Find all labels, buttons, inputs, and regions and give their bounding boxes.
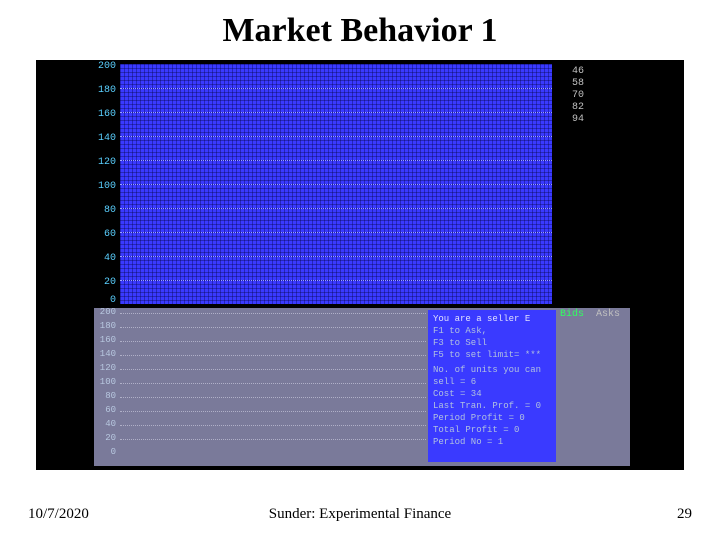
info-line: F5 to set limit= *** (433, 349, 551, 361)
readout-value: 46 (556, 66, 584, 78)
readout-value: 94 (556, 114, 584, 126)
lower-ytick: 0 (96, 448, 116, 457)
upper-ytick: 200 (96, 62, 116, 72)
info-line: Total Profit = 0 (433, 424, 551, 436)
upper-gridline (120, 208, 552, 210)
info-role: You are a seller E (433, 313, 551, 325)
lower-ytick: 20 (96, 434, 116, 443)
lower-ytick: 100 (96, 378, 116, 387)
info-line: No. of units you can (433, 364, 551, 376)
bids-label: Bids (560, 310, 584, 320)
slide-title: Market Behavior 1 (0, 12, 720, 50)
upper-gridline (120, 280, 552, 282)
lower-gridline (120, 397, 426, 399)
slide: Market Behavior 1 200 180 160 140 120 10… (0, 0, 720, 540)
lower-gridline (120, 369, 426, 371)
upper-gridline (120, 232, 552, 234)
upper-ytick: 0 (96, 296, 116, 306)
info-panel: You are a seller E F1 to Ask, F3 to Sell… (428, 310, 556, 462)
footer-attribution: Sunder: Experimental Finance (0, 506, 720, 523)
lower-ytick: 180 (96, 322, 116, 331)
lower-ytick: 120 (96, 364, 116, 373)
upper-ytick: 180 (96, 86, 116, 96)
upper-ytick: 40 (96, 254, 116, 264)
lower-gridline (120, 411, 426, 413)
upper-ytick: 60 (96, 230, 116, 240)
lower-ytick: 160 (96, 336, 116, 345)
upper-ytick: 140 (96, 134, 116, 144)
footer-page-number: 29 (677, 506, 692, 523)
screenshot-frame: 200 180 160 140 120 100 80 60 40 20 0 (36, 60, 684, 470)
upper-price-chart: 200 180 160 140 120 100 80 60 40 20 0 (120, 64, 552, 304)
upper-ytick: 160 (96, 110, 116, 120)
upper-gridline (120, 136, 552, 138)
lower-gridline (120, 439, 426, 441)
lower-gridline (120, 341, 426, 343)
lower-gridline (120, 383, 426, 385)
info-line: Cost = 34 (433, 388, 551, 400)
upper-gridline (120, 256, 552, 258)
readout-value: 82 (556, 102, 584, 114)
lower-ytick: 40 (96, 420, 116, 429)
upper-gridline (120, 112, 552, 114)
info-line: F3 to Sell (433, 337, 551, 349)
lower-gridline (120, 327, 426, 329)
upper-gridline (120, 184, 552, 186)
lower-ytick: 60 (96, 406, 116, 415)
lower-gridline (120, 313, 426, 315)
upper-ytick: 80 (96, 206, 116, 216)
upper-gridline (120, 88, 552, 90)
info-line: Last Tran. Prof. = 0 (433, 400, 551, 412)
lower-ytick: 140 (96, 350, 116, 359)
readout-value: 70 (556, 90, 584, 102)
lower-gridline (120, 425, 426, 427)
readout-value: 58 (556, 78, 584, 90)
upper-ytick: 100 (96, 182, 116, 192)
side-readout: 46 58 70 82 94 (556, 66, 584, 126)
market-screen: 200 180 160 140 120 100 80 60 40 20 0 (94, 64, 630, 466)
info-line: Period Profit = 0 (433, 412, 551, 424)
asks-label: Asks (596, 310, 620, 320)
info-line: Period No = 1 (433, 436, 551, 448)
lower-region: 200 180 160 140 120 100 80 60 40 20 0 (94, 308, 630, 466)
upper-ytick: 120 (96, 158, 116, 168)
upper-ytick: 20 (96, 278, 116, 288)
slide-footer: 10/7/2020 Sunder: Experimental Finance 2… (0, 506, 720, 528)
lower-ytick: 80 (96, 392, 116, 401)
info-line: F1 to Ask, (433, 325, 551, 337)
lower-ytick: 200 (96, 308, 116, 317)
lower-gridline (120, 355, 426, 357)
info-line: sell = 6 (433, 376, 551, 388)
upper-gridline (120, 160, 552, 162)
